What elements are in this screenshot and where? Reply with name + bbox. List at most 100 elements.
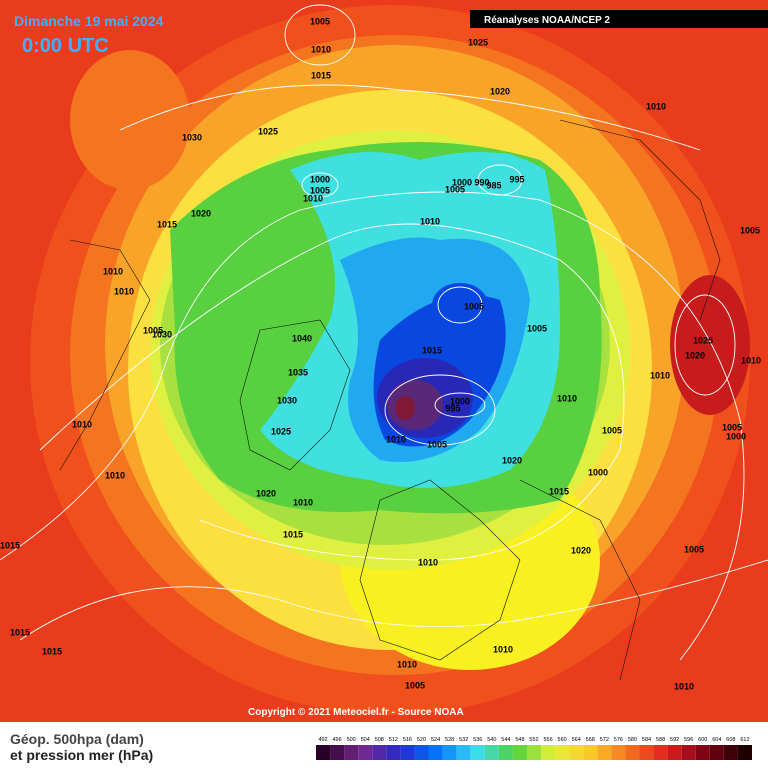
colorbar-label: 524 [431, 737, 440, 743]
colorbar-label: 552 [529, 737, 538, 743]
isobar-label: 1010 [420, 216, 440, 226]
colorbar-swatch [428, 745, 443, 760]
colorbar-swatch [386, 745, 401, 760]
colorbar-label: 560 [558, 737, 567, 743]
colorbar-swatch [526, 745, 542, 760]
colorbar-label: 520 [417, 737, 426, 743]
source-box [470, 10, 768, 28]
date: Dimanche 19 mai 2024 [14, 13, 164, 29]
colorbar-label: 532 [459, 737, 468, 743]
time: 0:00 UTC [22, 35, 109, 57]
isobar-label: 1020 [502, 455, 522, 465]
colorbar-swatch [541, 745, 556, 760]
isobar-label: 1005 [740, 225, 760, 235]
colorbar-swatch [737, 745, 752, 760]
isobar-label: 995 [445, 403, 460, 413]
colorbar-swatch [316, 745, 331, 760]
isobar-label: 995 [509, 174, 524, 184]
colorbar-swatch [723, 745, 738, 760]
colorbar-swatch [681, 745, 696, 760]
isobar-label: 1015 [311, 70, 331, 80]
colorbar-swatch [344, 745, 359, 760]
colorbar-label: 496 [333, 737, 342, 743]
isobar-label: 1005 [684, 544, 704, 554]
isobar-label: 1000 [310, 174, 330, 184]
isobar-label: 1005 [602, 425, 622, 435]
colorbar-swatch [653, 745, 668, 760]
isobar-label: 1040 [292, 333, 312, 343]
isobar-label: 1010 [557, 393, 577, 403]
colorbar-swatch [625, 745, 640, 760]
geopotential-field [30, 5, 750, 715]
copyright: Copyright © 2021 Meteociel.fr - Source N… [248, 707, 464, 718]
isobar-label: 1015 [42, 646, 62, 656]
isobar-label: 1005 [310, 16, 330, 26]
colorbar-swatch [484, 745, 499, 760]
colorbar-label: 572 [600, 737, 609, 743]
isobar-label: 1010 [311, 44, 331, 54]
isobar-label: 1010 [103, 266, 123, 276]
legend-line: et pression mer (hPa) [10, 747, 153, 763]
colorbar-label: 548 [515, 737, 524, 743]
colorbar-label: 580 [628, 737, 637, 743]
isobar-label: 1000 [452, 177, 472, 187]
colorbar-label: 608 [726, 737, 735, 743]
colorbar-swatch [597, 745, 612, 760]
isobar-label: 1010 [72, 419, 92, 429]
coastlines [59, 119, 721, 681]
colorbar-label: 592 [670, 737, 679, 743]
isobar-label: 1015 [422, 345, 442, 355]
isobar-label: 1025 [468, 37, 488, 47]
isobar-label: 1005 [427, 439, 447, 449]
isobar-label: 1010 [293, 497, 313, 507]
isobar-labels: 1005101010151025102010101030102510001005… [0, 16, 761, 691]
isobar-label: 1010 [386, 434, 406, 444]
isobar-label: 1005 [445, 184, 465, 194]
isobar-label: 1020 [685, 350, 705, 360]
isobar-label: 1005 [405, 680, 425, 690]
colorbar-swatch [569, 745, 584, 760]
colorbar-swatch [555, 745, 570, 760]
colorbar-swatch [330, 745, 345, 760]
isobar-label: 1025 [271, 426, 291, 436]
isobar-label: 1020 [256, 488, 276, 498]
isobar-label: 1005 [310, 185, 330, 195]
isobar-label: 1030 [152, 329, 172, 339]
colorbar-swatch [611, 745, 626, 760]
colorbar-swatch [498, 745, 513, 760]
colorbar-label: 584 [642, 737, 651, 743]
isobars [0, 4, 768, 661]
isobar-label: 1015 [10, 627, 30, 637]
isobar-label: 1010 [418, 557, 438, 567]
colorbar-label: 596 [684, 737, 693, 743]
colorbar-swatch [512, 745, 527, 760]
colorbar-label: 492 [318, 737, 327, 743]
colorbar-label: 604 [712, 737, 721, 743]
colorbar-label: 612 [740, 737, 749, 743]
isobar-label: 1020 [191, 208, 211, 218]
colorbar-label: 556 [543, 737, 552, 743]
isobar-label: 990 [474, 177, 489, 187]
colorbar-label: 544 [501, 737, 510, 743]
isobar-label: 1010 [303, 193, 323, 203]
colorbar-swatch [372, 745, 387, 760]
colorbar: 492 496 500 504 508 512 516 520 524 528 532 536 540 5… [316, 737, 752, 760]
isobar-label: 1000 [726, 431, 746, 441]
colorbar-label: 564 [572, 737, 581, 743]
isobar-label: 1000 [588, 467, 608, 477]
colorbar-swatch [667, 745, 682, 760]
colorbar-swatch [470, 745, 485, 760]
colorbar-swatch [400, 745, 415, 760]
isobar-label: 1015 [157, 219, 177, 229]
isobar-label: 1015 [283, 529, 303, 539]
colorbar-swatch [709, 745, 724, 760]
isobar-label: 1020 [490, 86, 510, 96]
colorbar-label: 600 [698, 737, 707, 743]
colorbar-swatch [456, 745, 471, 760]
isobar-label: 1010 [646, 101, 666, 111]
isobar-label: 1005 [143, 325, 163, 335]
isobar-label: 1010 [674, 681, 694, 691]
legend-line: Géop. 500hpa (dam) [10, 731, 144, 747]
isobar-label: 1005 [464, 301, 484, 311]
colorbar-label: 528 [445, 737, 454, 743]
